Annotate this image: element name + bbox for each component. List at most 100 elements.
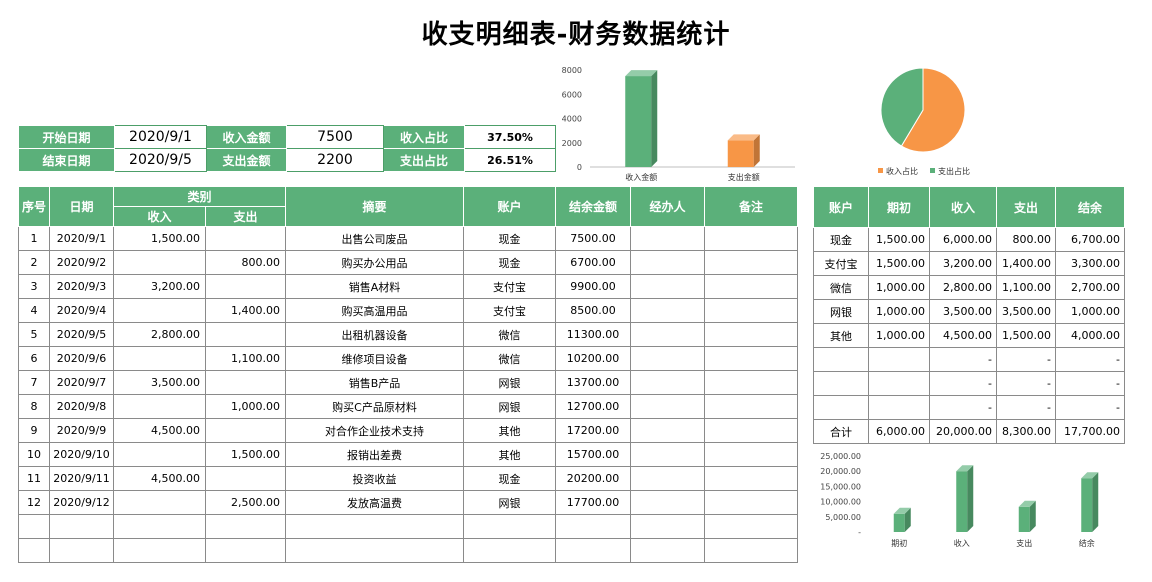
acct-cell-account[interactable]: 其他	[813, 323, 869, 348]
cell-handler[interactable]	[630, 442, 706, 467]
income-ratio-value[interactable]: 37.50%	[464, 125, 556, 149]
acct-cell-income[interactable]: 6,000.00	[929, 227, 997, 252]
cell-balance[interactable]: 6700.00	[555, 250, 632, 275]
cell-summary[interactable]: 购买C产品原材料	[285, 394, 465, 419]
cell-remark[interactable]	[704, 298, 799, 323]
cell-balance[interactable]: 13700.00	[555, 370, 632, 395]
cell-handler[interactable]	[630, 250, 706, 275]
cell-remark[interactable]	[704, 370, 799, 395]
cell-balance[interactable]: 15700.00	[555, 442, 632, 467]
cell-expense[interactable]	[204, 466, 287, 491]
cell-balance[interactable]: 12700.00	[555, 394, 632, 419]
cell-income[interactable]	[113, 442, 206, 467]
cell-remark[interactable]	[704, 466, 799, 491]
acct-cell-account[interactable]: 现金	[813, 227, 869, 252]
cell-date[interactable]: 2020/9/9	[49, 418, 114, 443]
cell-date[interactable]	[49, 538, 114, 563]
cell-date[interactable]: 2020/9/6	[49, 346, 114, 371]
acct-cell-balance[interactable]: -	[1055, 371, 1125, 396]
cell-remark[interactable]	[704, 490, 799, 515]
cell-balance[interactable]	[555, 538, 632, 563]
cell-date[interactable]: 2020/9/2	[49, 250, 114, 275]
cell-seq[interactable]: 3	[18, 274, 50, 299]
cell-date[interactable]: 2020/9/1	[49, 226, 114, 251]
cell-date[interactable]: 2020/9/8	[49, 394, 114, 419]
cell-income[interactable]	[113, 490, 206, 515]
cell-date[interactable]: 2020/9/3	[49, 274, 114, 299]
cell-balance[interactable]: 7500.00	[555, 226, 632, 251]
acct-cell-balance[interactable]: -	[1055, 395, 1125, 420]
cell-expense[interactable]: 1,500.00	[204, 442, 287, 467]
acct-cell-opening[interactable]: 1,000.00	[868, 275, 930, 300]
cell-remark[interactable]	[704, 250, 799, 275]
cell-account[interactable]: 支付宝	[463, 274, 557, 299]
cell-handler[interactable]	[630, 538, 706, 563]
acct-cell-account[interactable]: 支付宝	[813, 251, 869, 276]
cell-summary[interactable]: 销售A材料	[285, 274, 465, 299]
acct-cell-balance[interactable]: 2,700.00	[1055, 275, 1125, 300]
cell-seq[interactable]: 6	[18, 346, 50, 371]
cell-account[interactable]: 微信	[463, 322, 557, 347]
cell-seq[interactable]: 4	[18, 298, 50, 323]
acct-cell-expense[interactable]: 1,500.00	[996, 323, 1056, 348]
income-amount-value[interactable]: 7500	[286, 125, 384, 149]
cell-balance[interactable]: 17700.00	[555, 490, 632, 515]
cell-account[interactable]: 微信	[463, 346, 557, 371]
cell-income[interactable]	[113, 538, 206, 563]
acct-cell-opening[interactable]: 1,500.00	[868, 227, 930, 252]
cell-income[interactable]	[113, 298, 206, 323]
cell-date[interactable]	[49, 514, 114, 539]
acct-cell-balance[interactable]: -	[1055, 347, 1125, 372]
end-date-value[interactable]: 2020/9/5	[114, 148, 207, 172]
cell-account[interactable]: 其他	[463, 442, 557, 467]
cell-account[interactable]: 现金	[463, 250, 557, 275]
cell-handler[interactable]	[630, 346, 706, 371]
cell-handler[interactable]	[630, 514, 706, 539]
cell-expense[interactable]: 1,100.00	[204, 346, 287, 371]
acct-cell-expense[interactable]: -	[996, 347, 1056, 372]
acct-cell-income[interactable]: -	[929, 395, 997, 420]
cell-remark[interactable]	[704, 226, 799, 251]
cell-income[interactable]: 3,500.00	[113, 370, 206, 395]
cell-income[interactable]: 4,500.00	[113, 466, 206, 491]
cell-handler[interactable]	[630, 322, 706, 347]
cell-income[interactable]: 3,200.00	[113, 274, 206, 299]
acct-cell-opening[interactable]	[868, 395, 930, 420]
cell-seq[interactable]: 5	[18, 322, 50, 347]
expense-amount-value[interactable]: 2200	[286, 148, 384, 172]
acct-cell-balance[interactable]: 3,300.00	[1055, 251, 1125, 276]
cell-account[interactable]: 现金	[463, 466, 557, 491]
cell-date[interactable]: 2020/9/11	[49, 466, 114, 491]
cell-seq[interactable]: 1	[18, 226, 50, 251]
cell-summary[interactable]: 销售B产品	[285, 370, 465, 395]
acct-cell-expense[interactable]: 1,400.00	[996, 251, 1056, 276]
cell-remark[interactable]	[704, 442, 799, 467]
cell-seq[interactable]: 10	[18, 442, 50, 467]
acct-cell-opening[interactable]: 1,500.00	[868, 251, 930, 276]
cell-seq[interactable]: 8	[18, 394, 50, 419]
acct-cell-expense[interactable]: 1,100.00	[996, 275, 1056, 300]
cell-balance[interactable]: 11300.00	[555, 322, 632, 347]
acct-cell-income[interactable]: 3,500.00	[929, 299, 997, 324]
acct-cell-opening[interactable]: 1,000.00	[868, 299, 930, 324]
cell-income[interactable]: 2,800.00	[113, 322, 206, 347]
acct-cell-expense[interactable]: 800.00	[996, 227, 1056, 252]
cell-seq[interactable]	[18, 514, 50, 539]
cell-seq[interactable]	[18, 538, 50, 563]
cell-balance[interactable]: 20200.00	[555, 466, 632, 491]
cell-account[interactable]: 网银	[463, 370, 557, 395]
cell-balance[interactable]: 10200.00	[555, 346, 632, 371]
cell-remark[interactable]	[704, 394, 799, 419]
cell-income[interactable]: 1,500.00	[113, 226, 206, 251]
cell-account[interactable]: 支付宝	[463, 298, 557, 323]
cell-handler[interactable]	[630, 490, 706, 515]
cell-summary[interactable]: 发放高温费	[285, 490, 465, 515]
cell-summary[interactable]	[285, 514, 465, 539]
cell-income[interactable]	[113, 346, 206, 371]
cell-expense[interactable]: 1,000.00	[204, 394, 287, 419]
acct-cell-income[interactable]: 4,500.00	[929, 323, 997, 348]
acct-cell-income[interactable]: 2,800.00	[929, 275, 997, 300]
cell-income[interactable]	[113, 394, 206, 419]
cell-balance[interactable]	[555, 514, 632, 539]
cell-balance[interactable]: 8500.00	[555, 298, 632, 323]
